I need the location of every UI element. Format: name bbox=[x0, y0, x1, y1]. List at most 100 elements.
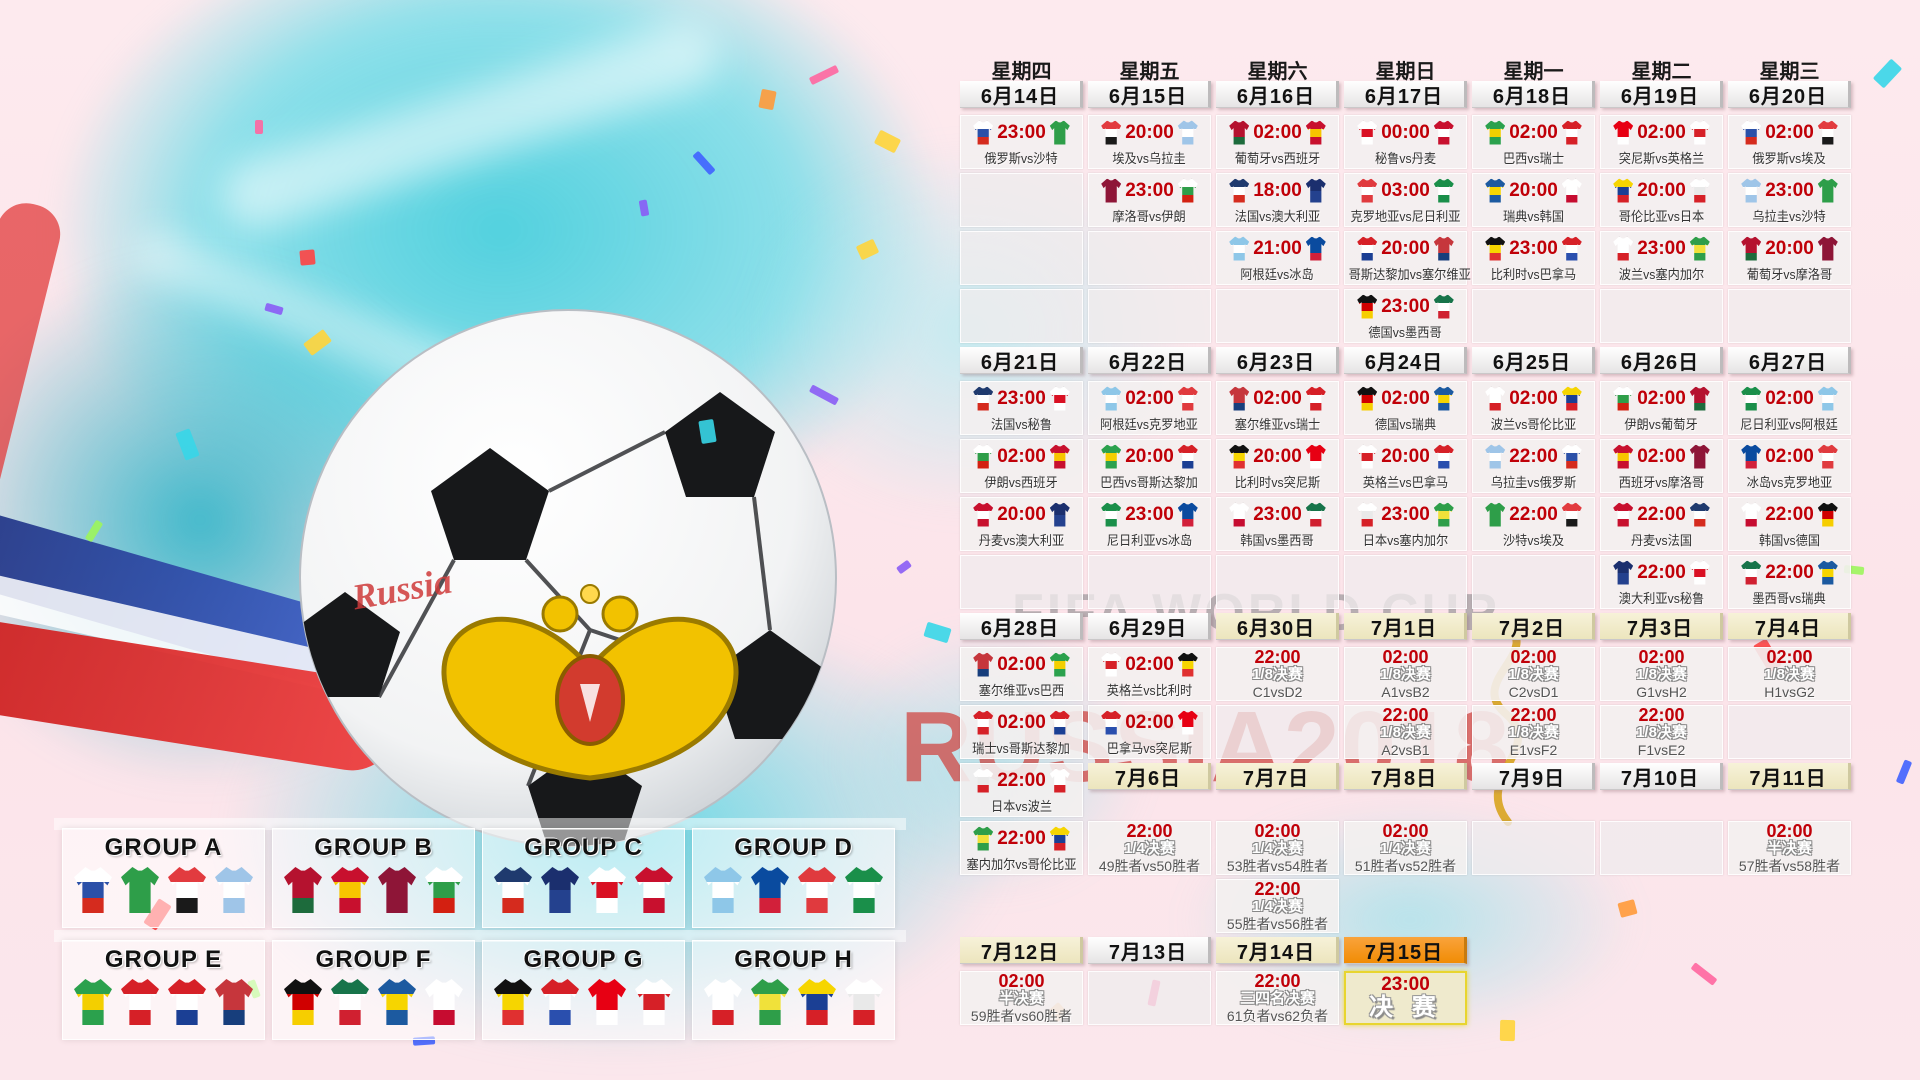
knockout-cell: 02:00 1/8决赛 G1vsH2 bbox=[1600, 647, 1723, 701]
empty-cell bbox=[960, 289, 1083, 343]
matchup-label: A2vsB1 bbox=[1381, 741, 1430, 758]
match-time: 20:00 bbox=[1509, 179, 1558, 201]
match-name: 法国vs澳大利亚 bbox=[1234, 208, 1321, 224]
knockout-cell: 22:00 1/4决赛 55胜者vs56胜者 bbox=[1216, 879, 1339, 933]
match-cell: 20:00 哥斯达黎加vs塞尔维亚 bbox=[1344, 231, 1471, 285]
calendar-row: 7月12日 7月13日 7月14日 7月15日 bbox=[960, 937, 1851, 964]
match-header: 22:00 bbox=[1485, 500, 1582, 530]
match-time: 02:00 bbox=[1382, 821, 1429, 842]
knockout-cell: 22:00 1/8决赛 E1vsF2 bbox=[1472, 705, 1595, 759]
jersey-俄罗斯 bbox=[1561, 444, 1582, 469]
calendar-row: 02:00 瑞士vs哥斯达黎加 02:00 巴拿马vs突尼斯 22:00 1/8决赛 A2v… bbox=[960, 705, 1851, 759]
match-time: 20:00 bbox=[1125, 445, 1174, 467]
round-label: 1/4决赛 bbox=[1252, 840, 1303, 858]
match-time: 23:00 bbox=[1509, 237, 1558, 259]
match-header: 23:00 bbox=[1741, 176, 1838, 206]
jersey-瑞士 bbox=[1561, 120, 1582, 145]
calendar-row: 23:00 俄罗斯vs沙特 20:00 埃及vs乌拉圭 02:00 葡萄牙vs西班牙 00:… bbox=[960, 115, 1851, 169]
weekday-label: 星期二 bbox=[1631, 61, 1692, 83]
jersey-西班牙 bbox=[331, 867, 369, 913]
jersey-克罗地亚 bbox=[798, 867, 836, 913]
date-cell: 6月16日 bbox=[1216, 81, 1339, 108]
match-header: 23:00 bbox=[973, 118, 1070, 148]
jersey-波兰 bbox=[1485, 386, 1506, 411]
knockout-cell: 22:00 1/8决赛 C1vsD2 bbox=[1216, 647, 1339, 701]
match-time: 22:00 bbox=[1637, 561, 1686, 583]
jersey-瑞典 bbox=[1817, 560, 1838, 585]
match-name: 冰岛vs克罗地亚 bbox=[1746, 474, 1833, 490]
match-name: 巴西vs哥斯达黎加 bbox=[1100, 474, 1199, 490]
match-name: 巴拿马vs突尼斯 bbox=[1106, 740, 1193, 756]
group-jerseys bbox=[704, 979, 883, 1025]
jersey-哥伦比亚 bbox=[1613, 178, 1634, 203]
match-time: 02:00 bbox=[1637, 121, 1686, 143]
match-cell: 02:00 塞尔维亚vs巴西 bbox=[960, 647, 1083, 701]
match-cell: 20:00 葡萄牙vs摩洛哥 bbox=[1728, 231, 1851, 285]
match-time: 02:00 bbox=[1253, 387, 1302, 409]
jersey-埃及 bbox=[1817, 120, 1838, 145]
jersey-巴拿马 bbox=[1101, 710, 1122, 735]
date-cell: 7月15日 bbox=[1344, 937, 1467, 964]
jersey-瑞典 bbox=[378, 979, 416, 1025]
calendar-row: 02:00 伊朗vs西班牙 20:00 巴西vs哥斯达黎加 20:00 比利时vs突尼斯 2… bbox=[960, 439, 1851, 493]
group-title: GROUP B bbox=[314, 834, 433, 861]
match-cell: 02:00 巴拿马vs突尼斯 bbox=[1088, 705, 1211, 759]
match-name: 阿根廷vs冰岛 bbox=[1240, 266, 1315, 282]
match-time: 22:00 bbox=[1510, 705, 1557, 726]
jersey-哥斯达黎加 bbox=[1177, 444, 1198, 469]
matchup-label: 59胜者vs60胜者 bbox=[970, 1007, 1073, 1024]
match-name: 塞尔维亚vs瑞士 bbox=[1234, 416, 1321, 432]
match-cell: 23:00 乌拉圭vs沙特 bbox=[1728, 173, 1851, 227]
empty-cell bbox=[1088, 289, 1211, 343]
match-header: 23:00 bbox=[1357, 292, 1454, 322]
confetti-piece bbox=[1895, 759, 1913, 785]
group-jerseys bbox=[74, 867, 253, 913]
jersey-韩国 bbox=[1741, 502, 1762, 527]
match-cell: 02:00 波兰vs哥伦比亚 bbox=[1472, 381, 1595, 435]
match-cell: 02:00 塞尔维亚vs瑞士 bbox=[1216, 381, 1339, 435]
knockout-cell: 02:00 1/4决赛 53胜者vs54胜者 bbox=[1216, 821, 1339, 875]
date-cell: 6月30日 bbox=[1216, 613, 1339, 640]
jersey-比利时 bbox=[1177, 652, 1198, 677]
group-box-h: GROUP H bbox=[692, 940, 895, 1040]
jersey-塞内加尔 bbox=[1433, 502, 1454, 527]
match-name: 塞尔维亚vs巴西 bbox=[978, 682, 1065, 698]
match-time: 18:00 bbox=[1253, 179, 1302, 201]
match-name: 比利时vs巴拿马 bbox=[1490, 266, 1577, 282]
match-cell: 20:00 丹麦vs澳大利亚 bbox=[960, 497, 1083, 551]
jersey-墨西哥 bbox=[1433, 294, 1454, 319]
match-time: 23:00 bbox=[1637, 237, 1686, 259]
jersey-西班牙 bbox=[1049, 444, 1070, 469]
match-name: 克罗地亚vs尼日利亚 bbox=[1350, 208, 1461, 224]
group-box-d: GROUP D bbox=[692, 828, 895, 928]
match-name: 日本vs波兰 bbox=[990, 798, 1053, 814]
match-time: 02:00 bbox=[1765, 445, 1814, 467]
round-label: 1/8决赛 bbox=[1764, 666, 1815, 684]
jersey-俄罗斯 bbox=[1741, 120, 1762, 145]
match-header: 02:00 bbox=[1485, 118, 1582, 148]
jersey-哥斯达黎加 bbox=[168, 979, 206, 1025]
group-box-e: GROUP E bbox=[62, 940, 265, 1040]
round-label: 1/8决赛 bbox=[1380, 724, 1431, 742]
jersey-阿根廷 bbox=[1101, 386, 1122, 411]
match-cell: 03:00 克罗地亚vs尼日利亚 bbox=[1344, 173, 1467, 227]
date-cell: 6月20日 bbox=[1728, 81, 1851, 108]
jersey-伊朗 bbox=[1177, 178, 1198, 203]
calendar-row: 22:00 澳大利亚vs秘鲁 22:00 墨西哥vs瑞典 bbox=[960, 555, 1851, 609]
date-cell: 6月27日 bbox=[1728, 347, 1851, 374]
jersey-澳大利亚 bbox=[1305, 178, 1326, 203]
match-cell: 00:00 秘鲁vs丹麦 bbox=[1344, 115, 1467, 169]
jersey-巴拿马 bbox=[1433, 444, 1454, 469]
match-header: 02:00 bbox=[1357, 384, 1454, 414]
match-name: 尼日利亚vs冰岛 bbox=[1106, 532, 1193, 548]
match-time: 00:00 bbox=[1381, 121, 1430, 143]
jersey-法国 bbox=[973, 386, 994, 411]
jersey-瑞典 bbox=[1433, 386, 1454, 411]
match-header: 02:00 bbox=[1613, 384, 1710, 414]
spacer bbox=[960, 879, 1083, 933]
match-header: 22:00 bbox=[1741, 558, 1838, 588]
match-name: 英格兰vs巴拿马 bbox=[1362, 474, 1449, 490]
match-time: 23:00 bbox=[1253, 503, 1302, 525]
match-time: 03:00 bbox=[1381, 179, 1430, 201]
